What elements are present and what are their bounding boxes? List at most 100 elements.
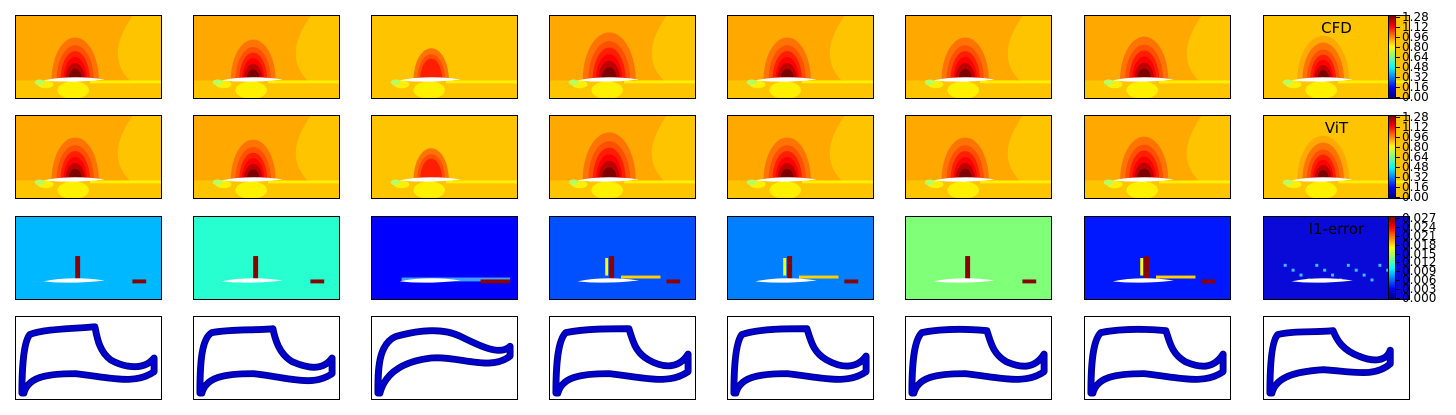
shape-outline [375,328,513,396]
error-hotspot [1140,258,1144,276]
colorbar-tick-mark [1396,167,1400,168]
panel-vit-6 [905,115,1052,199]
error-hotspot [401,277,511,282]
wake-streak [89,80,161,84]
colorbar-tick-mark [1396,271,1400,272]
panel-cfd-6 [905,15,1052,99]
error-background [1085,217,1230,299]
field-plot [728,16,873,98]
field-contour [924,79,935,86]
error-hotspot [609,256,615,280]
colorbar-tick-label: 0.96 [1402,30,1429,44]
panel-error-2 [193,216,340,300]
panel-cfd-1 [15,15,162,99]
airfoil [933,177,995,182]
colorbar-tick-label: 0.024 [1402,220,1437,234]
error-plot [16,217,161,299]
field-contour [390,179,401,186]
colorbar-tick-mark [1396,57,1400,58]
wake-streak [89,180,161,184]
shape-outline [1267,328,1393,396]
error-hotspot [605,258,609,276]
panel-vit-1 [15,115,162,199]
colorbar-tick-label: 0.16 [1402,180,1429,194]
colorbar-tick-label: 0.16 [1402,80,1429,94]
colorbar-tick-label: 0.009 [1402,264,1437,278]
field-contour [746,79,757,86]
error-hotspot [1299,273,1303,277]
field-contour [746,179,757,186]
field-plot [906,116,1051,198]
airfoil [1112,278,1174,283]
shape-plot [1087,325,1227,397]
wake-streak [623,80,695,84]
error-hotspot [75,256,81,280]
shape-plot [730,325,870,397]
shape-outline-edge [908,325,1048,397]
airfoil [221,77,283,82]
colorbar-tick-mark [1396,117,1400,118]
panel-cfd-2 [193,15,340,99]
field-contour [947,181,979,198]
field-contour [1103,79,1114,86]
error-plot [194,217,339,299]
colorbar-tick-label: 0.80 [1402,40,1429,54]
wake-streak [979,80,1051,84]
airfoil [43,177,105,182]
colorbar-tick-mark [1396,218,1400,219]
error-background [372,217,517,299]
error-hotspot [480,279,511,284]
colorbar-tick-label: 0.027 [1402,211,1437,225]
colorbar-tick-label: 0.018 [1402,238,1437,252]
wake-streak [1158,180,1230,184]
colorbar-tick-mark [1396,37,1400,38]
airfoil [221,278,283,283]
colorbar-tick-label: 0.32 [1402,70,1429,84]
colorbar-tick-label: 1.12 [1402,120,1429,134]
panel-error-8: l1-error [1263,216,1410,300]
field-plot [16,116,161,198]
shape-outline-edge [18,323,158,397]
error-background [1264,217,1409,299]
airfoil [399,177,461,182]
field-plot [194,116,339,198]
error-hotspot [1370,278,1374,282]
airfoil [1291,278,1353,283]
colorbar-tick-label: 0.000 [1402,291,1437,305]
field-contour [57,181,89,198]
error-hotspot [844,279,859,284]
error-hotspot [1386,268,1390,272]
error-hotspot [965,256,971,280]
error-hotspot [666,279,681,284]
panel-cfd-5 [727,15,874,99]
field-plot [1085,116,1230,198]
colorbar-tick-mark [1396,127,1400,128]
colorbar-tick-mark [1396,289,1400,290]
field-contour [1126,181,1158,198]
error-hotspot [783,258,787,276]
panel-shape-6 [905,316,1052,400]
panel-shape-1 [15,316,162,400]
error-background [906,217,1051,299]
colorbar-tick-mark [1396,187,1400,188]
error-background [16,217,161,299]
panel-vit-5 [727,115,874,199]
error-plot [550,217,695,299]
airfoil [399,278,461,283]
airfoil [933,278,995,283]
airfoil [755,77,817,82]
panel-vit-4 [549,115,696,199]
shape-outline-edge [730,325,870,397]
colorbar-tick-label: 1.28 [1402,110,1429,124]
airfoil [1291,77,1353,82]
field-contour [235,181,267,198]
error-plot [728,217,873,299]
colorbar-tick-mark [1396,262,1400,263]
colorbar-tick-label: 0.80 [1402,140,1429,154]
error-plot [372,217,517,299]
field-plot [194,16,339,98]
shape-outline [197,326,335,396]
panel-vit-7 [1084,115,1231,199]
panel-error-6 [905,216,1052,300]
panel-cfd-3 [371,15,518,99]
